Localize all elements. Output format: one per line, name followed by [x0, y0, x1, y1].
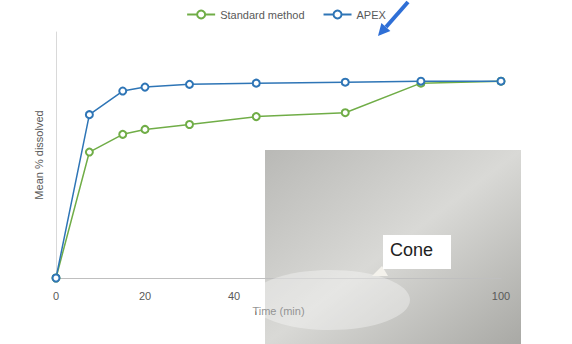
svg-text:40: 40 — [228, 290, 240, 302]
svg-text:100: 100 — [492, 290, 510, 302]
svg-text:Mean % dissolved: Mean % dissolved — [33, 110, 45, 199]
svg-text:APEX: APEX — [357, 9, 387, 21]
svg-text:0: 0 — [53, 290, 59, 302]
svg-text:20: 20 — [139, 290, 151, 302]
svg-text:Cone: Cone — [390, 240, 433, 260]
svg-text:Standard method: Standard method — [220, 9, 304, 21]
